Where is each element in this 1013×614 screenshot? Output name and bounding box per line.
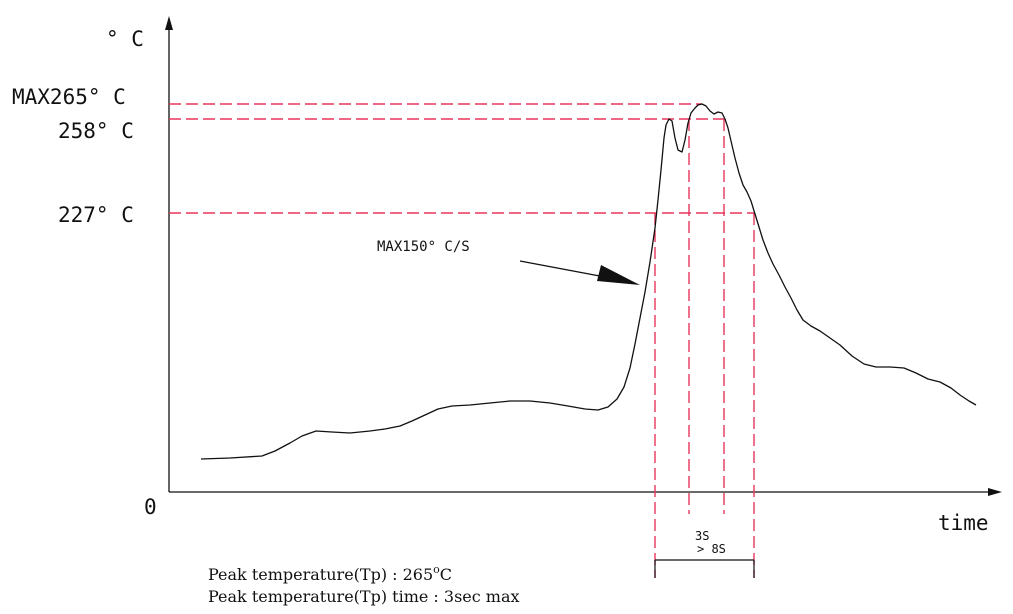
above-227-bracket xyxy=(654,559,755,578)
peak-temperature-note-unit: C xyxy=(440,565,452,584)
peak-temperature-note: Peak temperature(Tp) : 265oC xyxy=(208,563,452,584)
ramp-rate-arrowhead xyxy=(597,265,640,285)
vertical-guides xyxy=(654,119,755,578)
y-axis-arrowhead xyxy=(165,16,173,30)
peak-time-note: Peak temperature(Tp) time : 3sec max xyxy=(208,587,520,606)
x-axis-arrowhead xyxy=(988,488,1002,496)
origin-label: 0 xyxy=(144,495,157,519)
ramp-rate-label: MAX150° C/S xyxy=(377,239,470,255)
peak-temperature-note-prefix: Peak temperature(Tp) : 265 xyxy=(208,565,433,584)
peak-temperature-note-degree: o xyxy=(433,563,440,576)
ramp-rate-annotation: MAX150° C/S xyxy=(377,239,640,285)
above-227-window-label: > 8S xyxy=(697,542,726,556)
level-label-max265: MAX265° C xyxy=(12,85,126,109)
horizontal-guides xyxy=(169,103,754,214)
y-axis-unit-label: ° C xyxy=(106,27,144,51)
level-label-258: 258° C xyxy=(58,119,134,143)
peak-window-label: 3S xyxy=(695,529,709,543)
level-label-227: 227° C xyxy=(58,203,134,227)
ramp-rate-leader-line xyxy=(519,260,606,278)
x-axis-label: time xyxy=(938,511,989,535)
temperature-profile-curve xyxy=(200,103,977,460)
axes xyxy=(165,16,1002,496)
